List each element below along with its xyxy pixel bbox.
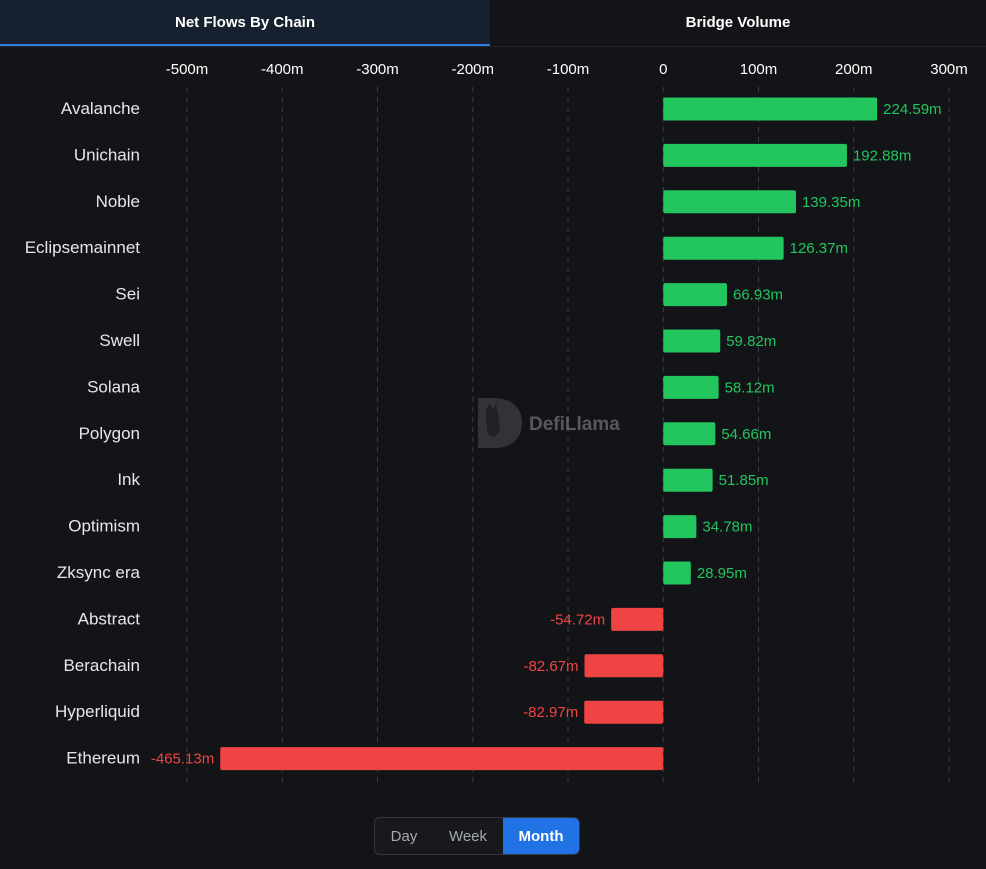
data-label: 34.78m (702, 519, 752, 536)
data-label: 126.37m (790, 240, 848, 257)
category-label: Abstract (78, 609, 141, 628)
period-toggle: Day Week Month (374, 817, 580, 855)
data-label: 51.85m (719, 472, 769, 489)
category-label: Berachain (63, 656, 140, 675)
category-label: Ethereum (66, 749, 140, 768)
bar-zksync-era (663, 561, 691, 585)
x-tick-label: -100m (547, 61, 590, 78)
net-flows-bar-chart: DefiLlama -500m -400m -300m -200m -100m 0 100m… (25, 61, 968, 782)
x-tick-label: 100m (740, 61, 778, 78)
bar-avalanche (663, 97, 878, 121)
bar-abstract (611, 607, 664, 631)
category-label: Optimism (68, 517, 140, 536)
tab-net-flows-by-chain[interactable]: Net Flows By Chain (0, 0, 490, 46)
bar-optimism (663, 515, 697, 539)
tab-bridge-volume[interactable]: Bridge Volume (490, 0, 986, 46)
x-tick-label: -500m (166, 61, 209, 78)
bar-eclipsemainnet (663, 236, 784, 260)
defillama-logo-icon (478, 398, 522, 448)
category-label: Ink (117, 470, 140, 489)
data-label: -54.72m (550, 611, 605, 628)
bar-berachain (584, 654, 664, 678)
data-label: 28.95m (697, 565, 747, 582)
category-labels: Avalanche Unichain Noble Eclipsemainnet Sei S… (25, 99, 141, 768)
bar-polygon (663, 422, 716, 446)
category-label: Sei (115, 285, 140, 304)
category-label: Hyperliquid (55, 702, 140, 721)
week-button[interactable]: Week (433, 818, 503, 854)
data-label: 59.82m (726, 333, 776, 350)
bar-solana (663, 375, 719, 399)
data-label: 224.59m (883, 101, 941, 118)
x-axis-ticks: -500m -400m -300m -200m -100m 0 100m 200m 300m (166, 61, 968, 78)
data-label: -82.97m (523, 704, 578, 721)
bar-ink (663, 468, 713, 492)
category-label: Avalanche (61, 99, 140, 118)
bar-unichain (663, 143, 847, 167)
data-label: -82.67m (523, 658, 578, 675)
category-label: Swell (99, 331, 140, 350)
x-tick-label: 200m (835, 61, 873, 78)
bar-noble (663, 190, 796, 214)
bar-swell (663, 329, 721, 353)
data-label: 54.66m (721, 426, 771, 443)
day-button[interactable]: Day (375, 818, 433, 854)
data-label: 139.35m (802, 194, 860, 211)
x-tick-label: -200m (451, 61, 494, 78)
x-tick-label: 300m (930, 61, 968, 78)
category-label: Noble (96, 192, 140, 211)
data-label: 58.12m (725, 379, 775, 396)
month-button[interactable]: Month (503, 818, 579, 854)
category-label: Eclipsemainnet (25, 238, 141, 257)
bars: 224.59m 192.88m 139.35m 126.37m 66.93m 59.82m… (151, 97, 942, 771)
data-label: 192.88m (853, 147, 911, 164)
category-label: Unichain (74, 145, 140, 164)
x-tick-label: -400m (261, 61, 304, 78)
data-label: 66.93m (733, 287, 783, 304)
category-label: Zksync era (57, 563, 141, 582)
bar-hyperliquid (584, 700, 664, 724)
watermark-text: DefiLlama (529, 414, 620, 435)
category-label: Polygon (79, 424, 140, 443)
x-tick-label: 0 (659, 61, 667, 78)
bar-ethereum (220, 747, 664, 771)
defillama-watermark: DefiLlama (478, 398, 620, 448)
bar-sei (663, 283, 728, 307)
category-label: Solana (87, 377, 140, 396)
x-tick-label: -300m (356, 61, 399, 78)
data-label: -465.13m (151, 751, 214, 768)
chart-tabs: Net Flows By Chain Bridge Volume (0, 0, 986, 47)
